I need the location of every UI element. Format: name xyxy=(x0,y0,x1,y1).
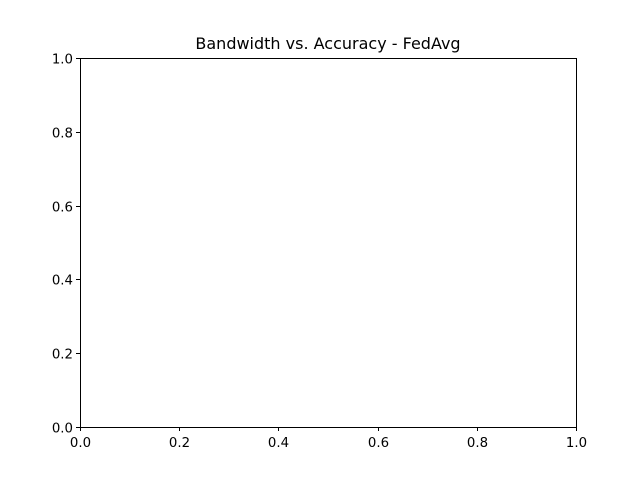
y-tick-label: 0.2 xyxy=(52,348,73,363)
x-axis: 0.0 0.2 0.4 0.6 0.8 1.0 xyxy=(70,427,587,451)
y-tick-label: 0.0 xyxy=(52,422,73,437)
x-tick-label: 0.4 xyxy=(268,436,289,451)
y-tick-label: 0.4 xyxy=(52,274,73,289)
x-tick-label: 0.2 xyxy=(169,436,190,451)
axes-frame xyxy=(80,58,577,428)
y-tick-label: 0.6 xyxy=(52,201,73,216)
y-tick-label: 0.8 xyxy=(52,127,73,142)
plot-area xyxy=(80,58,576,427)
x-tick-label: 1.0 xyxy=(566,436,587,451)
y-axis: 0.0 0.2 0.4 0.6 0.8 1.0 xyxy=(52,53,80,437)
x-tick-label: 0.8 xyxy=(467,436,488,451)
y-tick-label: 1.0 xyxy=(52,53,73,68)
x-tick-label: 0.0 xyxy=(70,436,91,451)
chart-title: Bandwidth vs. Accuracy - FedAvg xyxy=(195,34,460,53)
x-tick-label: 0.6 xyxy=(368,436,389,451)
